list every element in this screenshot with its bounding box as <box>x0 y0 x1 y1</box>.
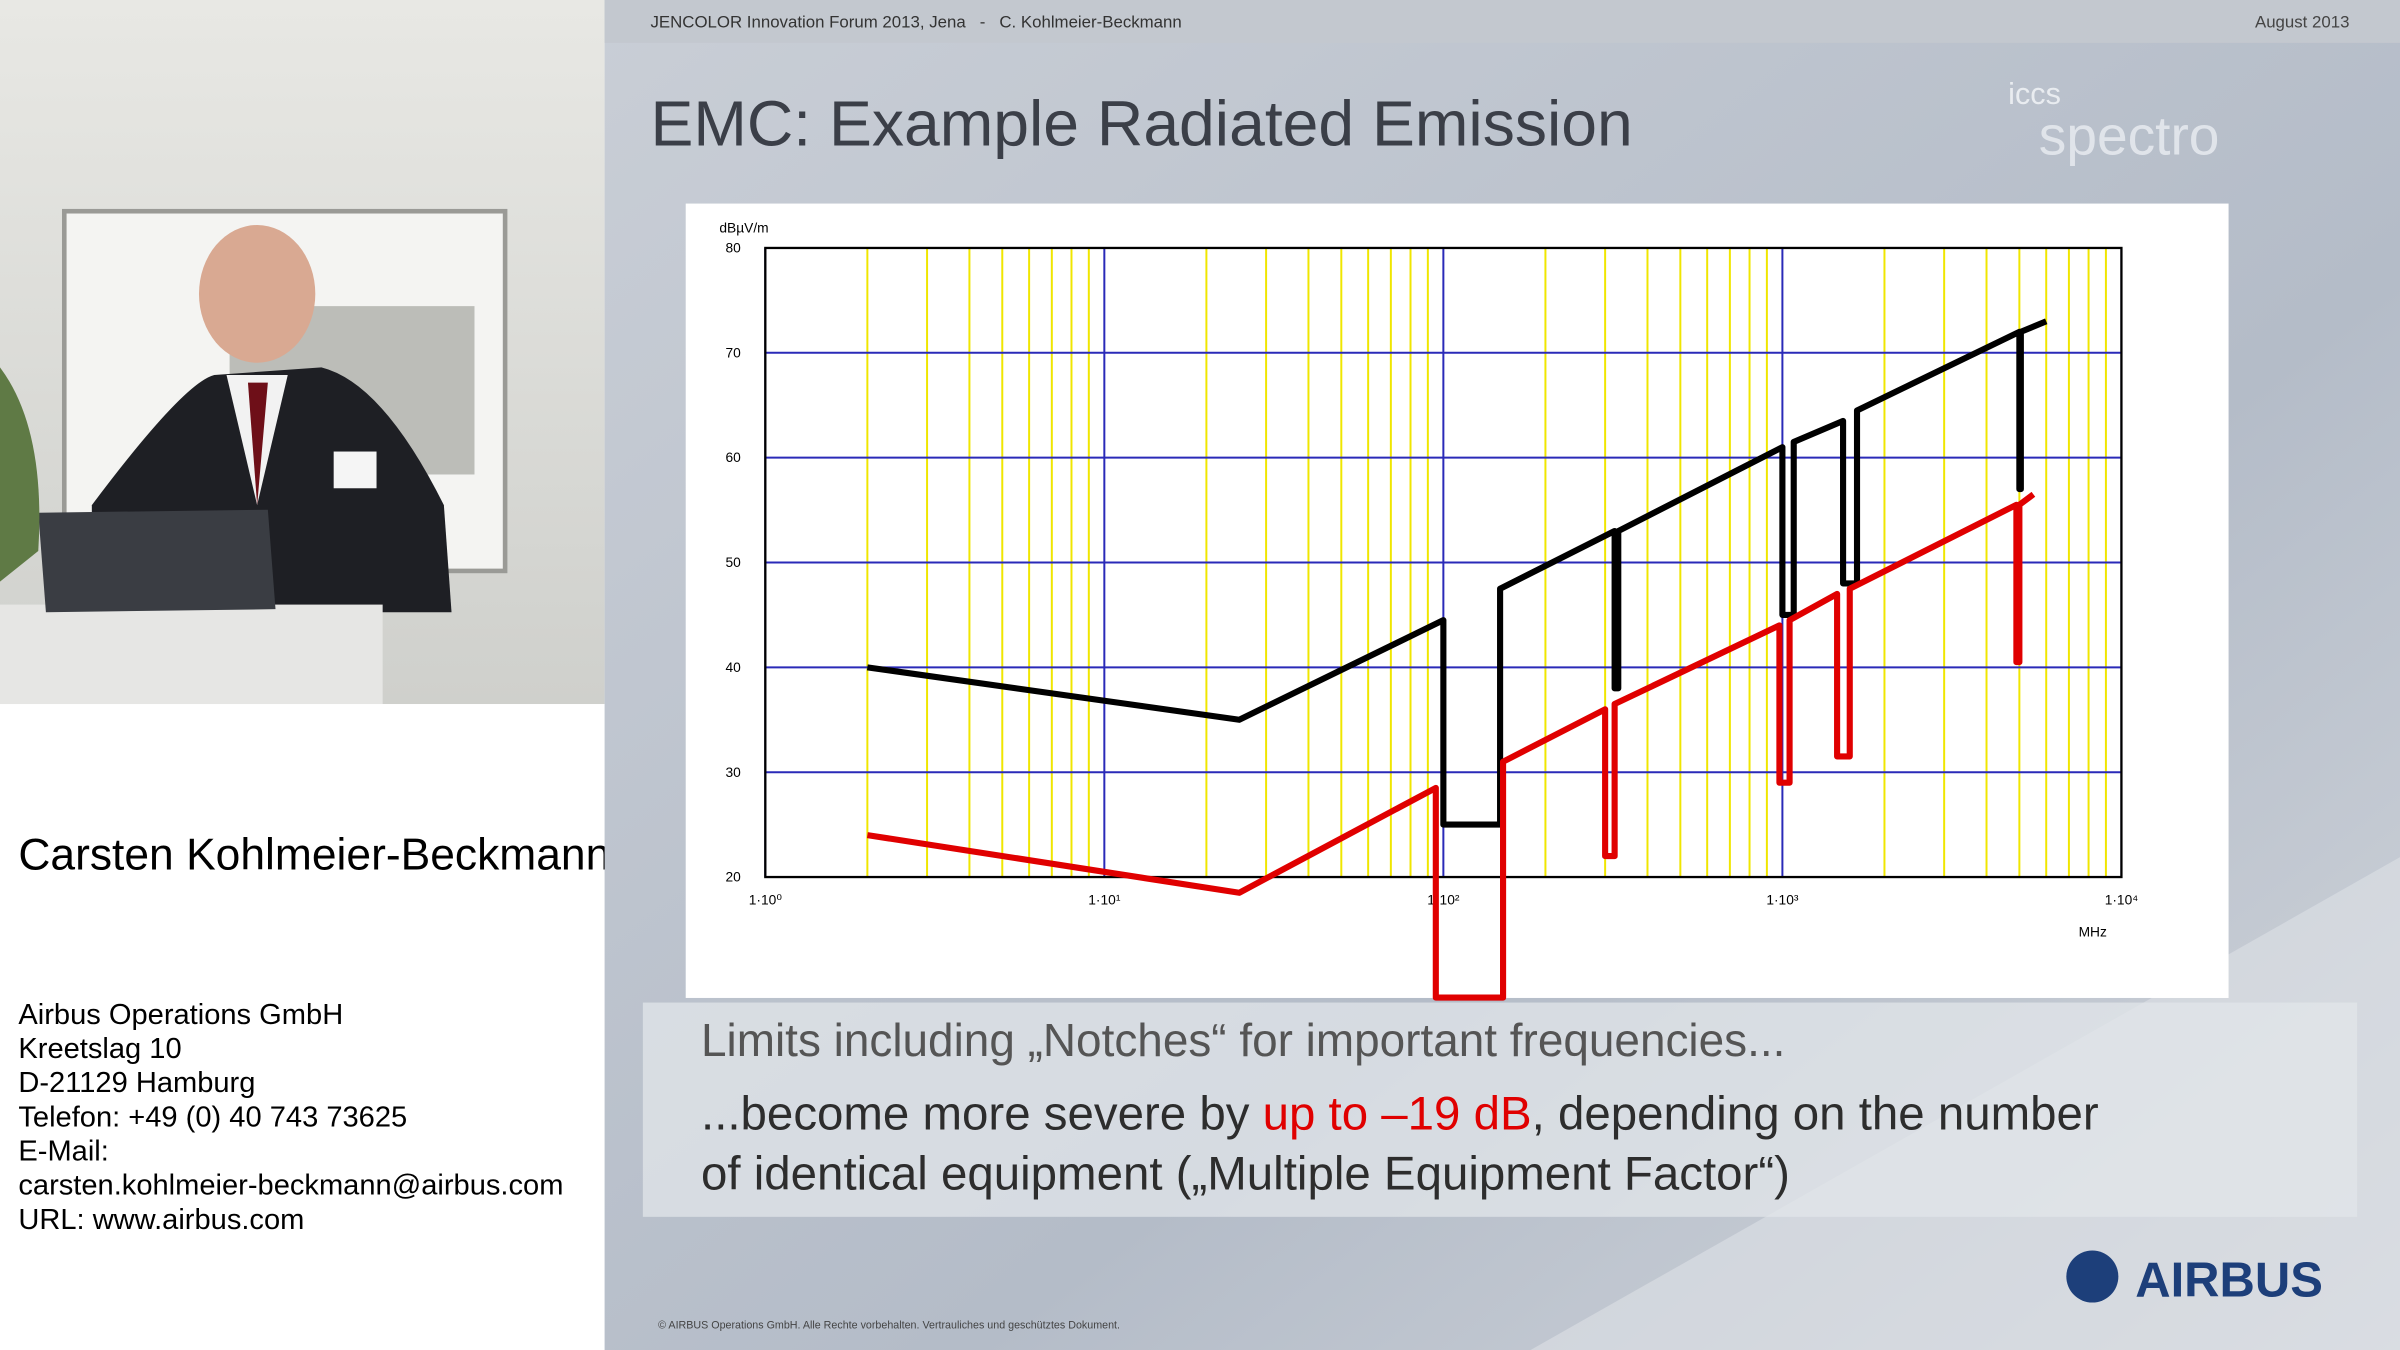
y-axis-title: dBµV/m <box>719 221 768 236</box>
speaker-panel <box>0 704 605 1350</box>
contact-line: URL: www.airbus.com <box>18 1204 304 1236</box>
logo-spectro: spectro <box>2039 105 2220 167</box>
x-tick-label: 1·10³ <box>1766 893 1799 908</box>
slide-header <box>604 0 2400 43</box>
text-run: , depending on the number <box>1532 1088 2099 1141</box>
chart: 20 30 40 50 60 70 80 1·10⁰ 1·10¹ 1·10² 1·10³ 1·10⁴ d… <box>719 221 2139 1001</box>
logo-iccs: iccs <box>2008 77 2061 111</box>
bullet-1: Limits including „Notches“ for important… <box>701 1014 1785 1066</box>
speaker-video <box>0 0 605 705</box>
contact-line: carsten.kohlmeier-beckmann@airbus.com <box>18 1170 563 1202</box>
data-line <box>866 318 2048 828</box>
x-tick-label: 1·10¹ <box>1088 893 1121 908</box>
contact-line: D-21129 Hamburg <box>18 1067 255 1099</box>
bullet-2: ...become more severe by up to –19 dB, d… <box>701 1088 2099 1141</box>
y-tick-label: 30 <box>726 765 742 780</box>
slide-title: EMC: Example Radiated Emission <box>651 87 1633 159</box>
y-tick-label: 80 <box>726 241 742 256</box>
y-tick-label: 50 <box>726 555 742 570</box>
brand-icon <box>2066 1250 2119 1303</box>
bullet-3: of identical equipment („Multiple Equipm… <box>701 1147 1790 1200</box>
brand: AIRBUS <box>2135 1253 2323 1307</box>
chart-area <box>685 203 2229 998</box>
y-tick-label: 60 <box>726 450 742 465</box>
text-box <box>642 1002 2358 1217</box>
y-tick-label: 70 <box>726 345 742 360</box>
highlight: up to –19 dB <box>1263 1088 1532 1141</box>
y-tick-label: 40 <box>726 660 742 675</box>
header-right: August 2013 <box>2255 13 2350 32</box>
x-tick-label: 1·10² <box>1427 893 1460 908</box>
contact-line: Kreetslag 10 <box>18 1033 181 1065</box>
plot-frame <box>764 246 2123 879</box>
contact-line: Airbus Operations GmbH <box>18 999 343 1031</box>
x-tick-label: 1·10⁴ <box>2105 893 2139 908</box>
contact-line: E-Mail: <box>18 1136 108 1168</box>
speaker-name: Carsten Kohlmeier-Beckmann <box>18 830 610 879</box>
x-tick-label: 1·10⁰ <box>749 893 783 908</box>
header-left: JENCOLOR Innovation Forum 2013, Jena - C… <box>651 13 1182 32</box>
x-axis-title: MHz <box>2079 925 2107 940</box>
contact-line: Telefon: +49 (0) 40 743 73625 <box>18 1101 407 1133</box>
footer: © AIRBUS Operations GmbH. Alle Rechte vo… <box>658 1320 1120 1332</box>
y-tick-label: 20 <box>726 870 742 885</box>
data-line <box>866 491 2036 1001</box>
text-run: ...become more severe by <box>701 1088 1263 1141</box>
